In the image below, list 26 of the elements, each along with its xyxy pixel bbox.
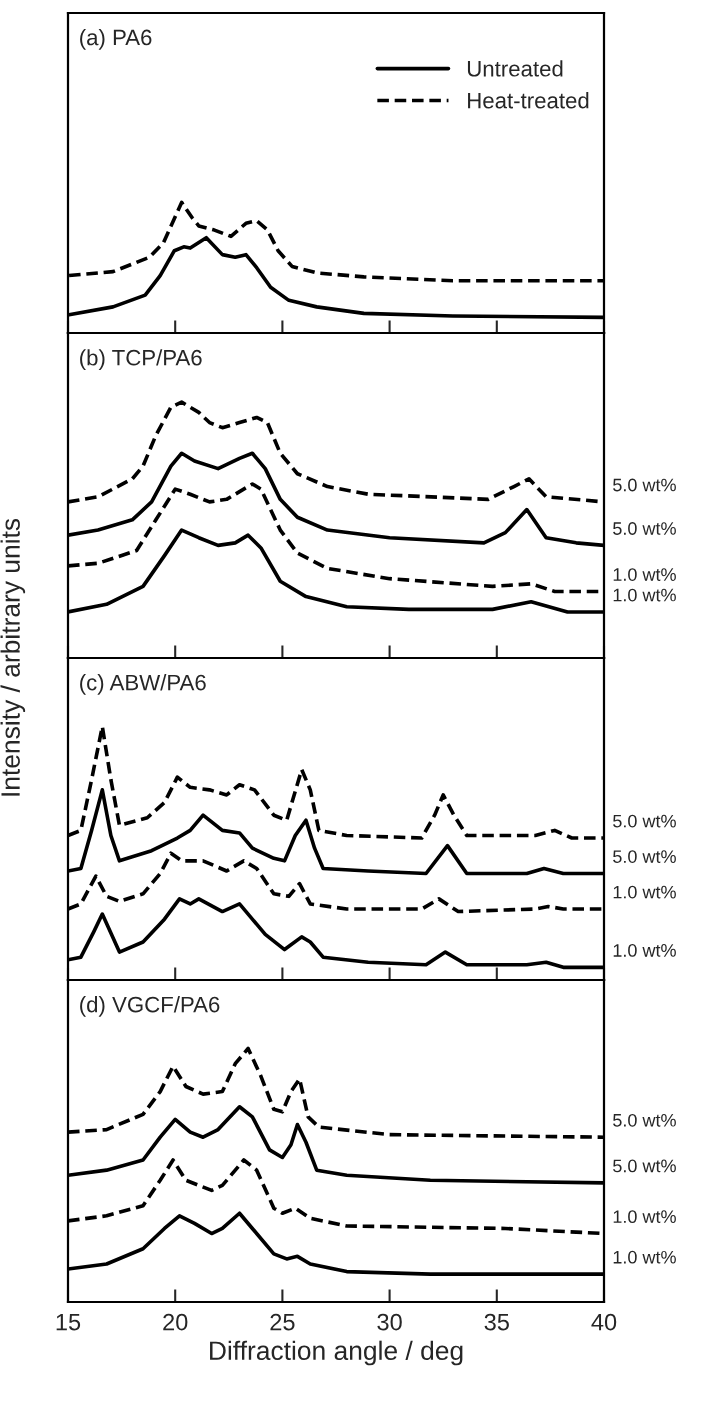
x-tick-label: 25	[270, 1313, 295, 1331]
chart-title: (b) TCP/PA6	[80, 349, 202, 370]
x-axis-title: Diffraction angle / deg	[210, 1340, 463, 1366]
x-tick-label: 20	[163, 1313, 188, 1331]
y-axis-title: Intensity / arbitrary units	[0, 518, 26, 796]
text: 5.0 wt%	[613, 850, 676, 863]
chart-title: (c) ABW/PA6	[80, 674, 206, 695]
text: 5.0 wt%	[613, 478, 676, 492]
text: 1.0 wt%	[613, 944, 676, 957]
text: 5.0 wt%	[613, 1159, 676, 1173]
x-tick-label: 30	[377, 1313, 402, 1331]
text: 1.0 wt%	[613, 568, 676, 581]
text: 1.0 wt%	[613, 885, 676, 899]
text: 5.0 wt%	[613, 814, 676, 828]
text: 1.0 wt%	[613, 588, 676, 602]
legend-label: Untreated	[467, 60, 563, 77]
text: 5.0 wt%	[613, 1113, 676, 1127]
text: 1.0 wt%	[613, 1210, 676, 1224]
chart-title: (d) VGCF/PA6	[80, 996, 220, 1017]
text: 1.0 wt%	[613, 1250, 676, 1264]
x-tick-label: 35	[484, 1313, 509, 1331]
text: 5.0 wt%	[613, 522, 676, 535]
chart-title: (a) PA6	[80, 29, 152, 50]
legend-label: Heat-treated	[468, 92, 589, 109]
x-tick-label: 15	[56, 1313, 81, 1331]
x-tick-label: 40	[591, 1313, 617, 1331]
